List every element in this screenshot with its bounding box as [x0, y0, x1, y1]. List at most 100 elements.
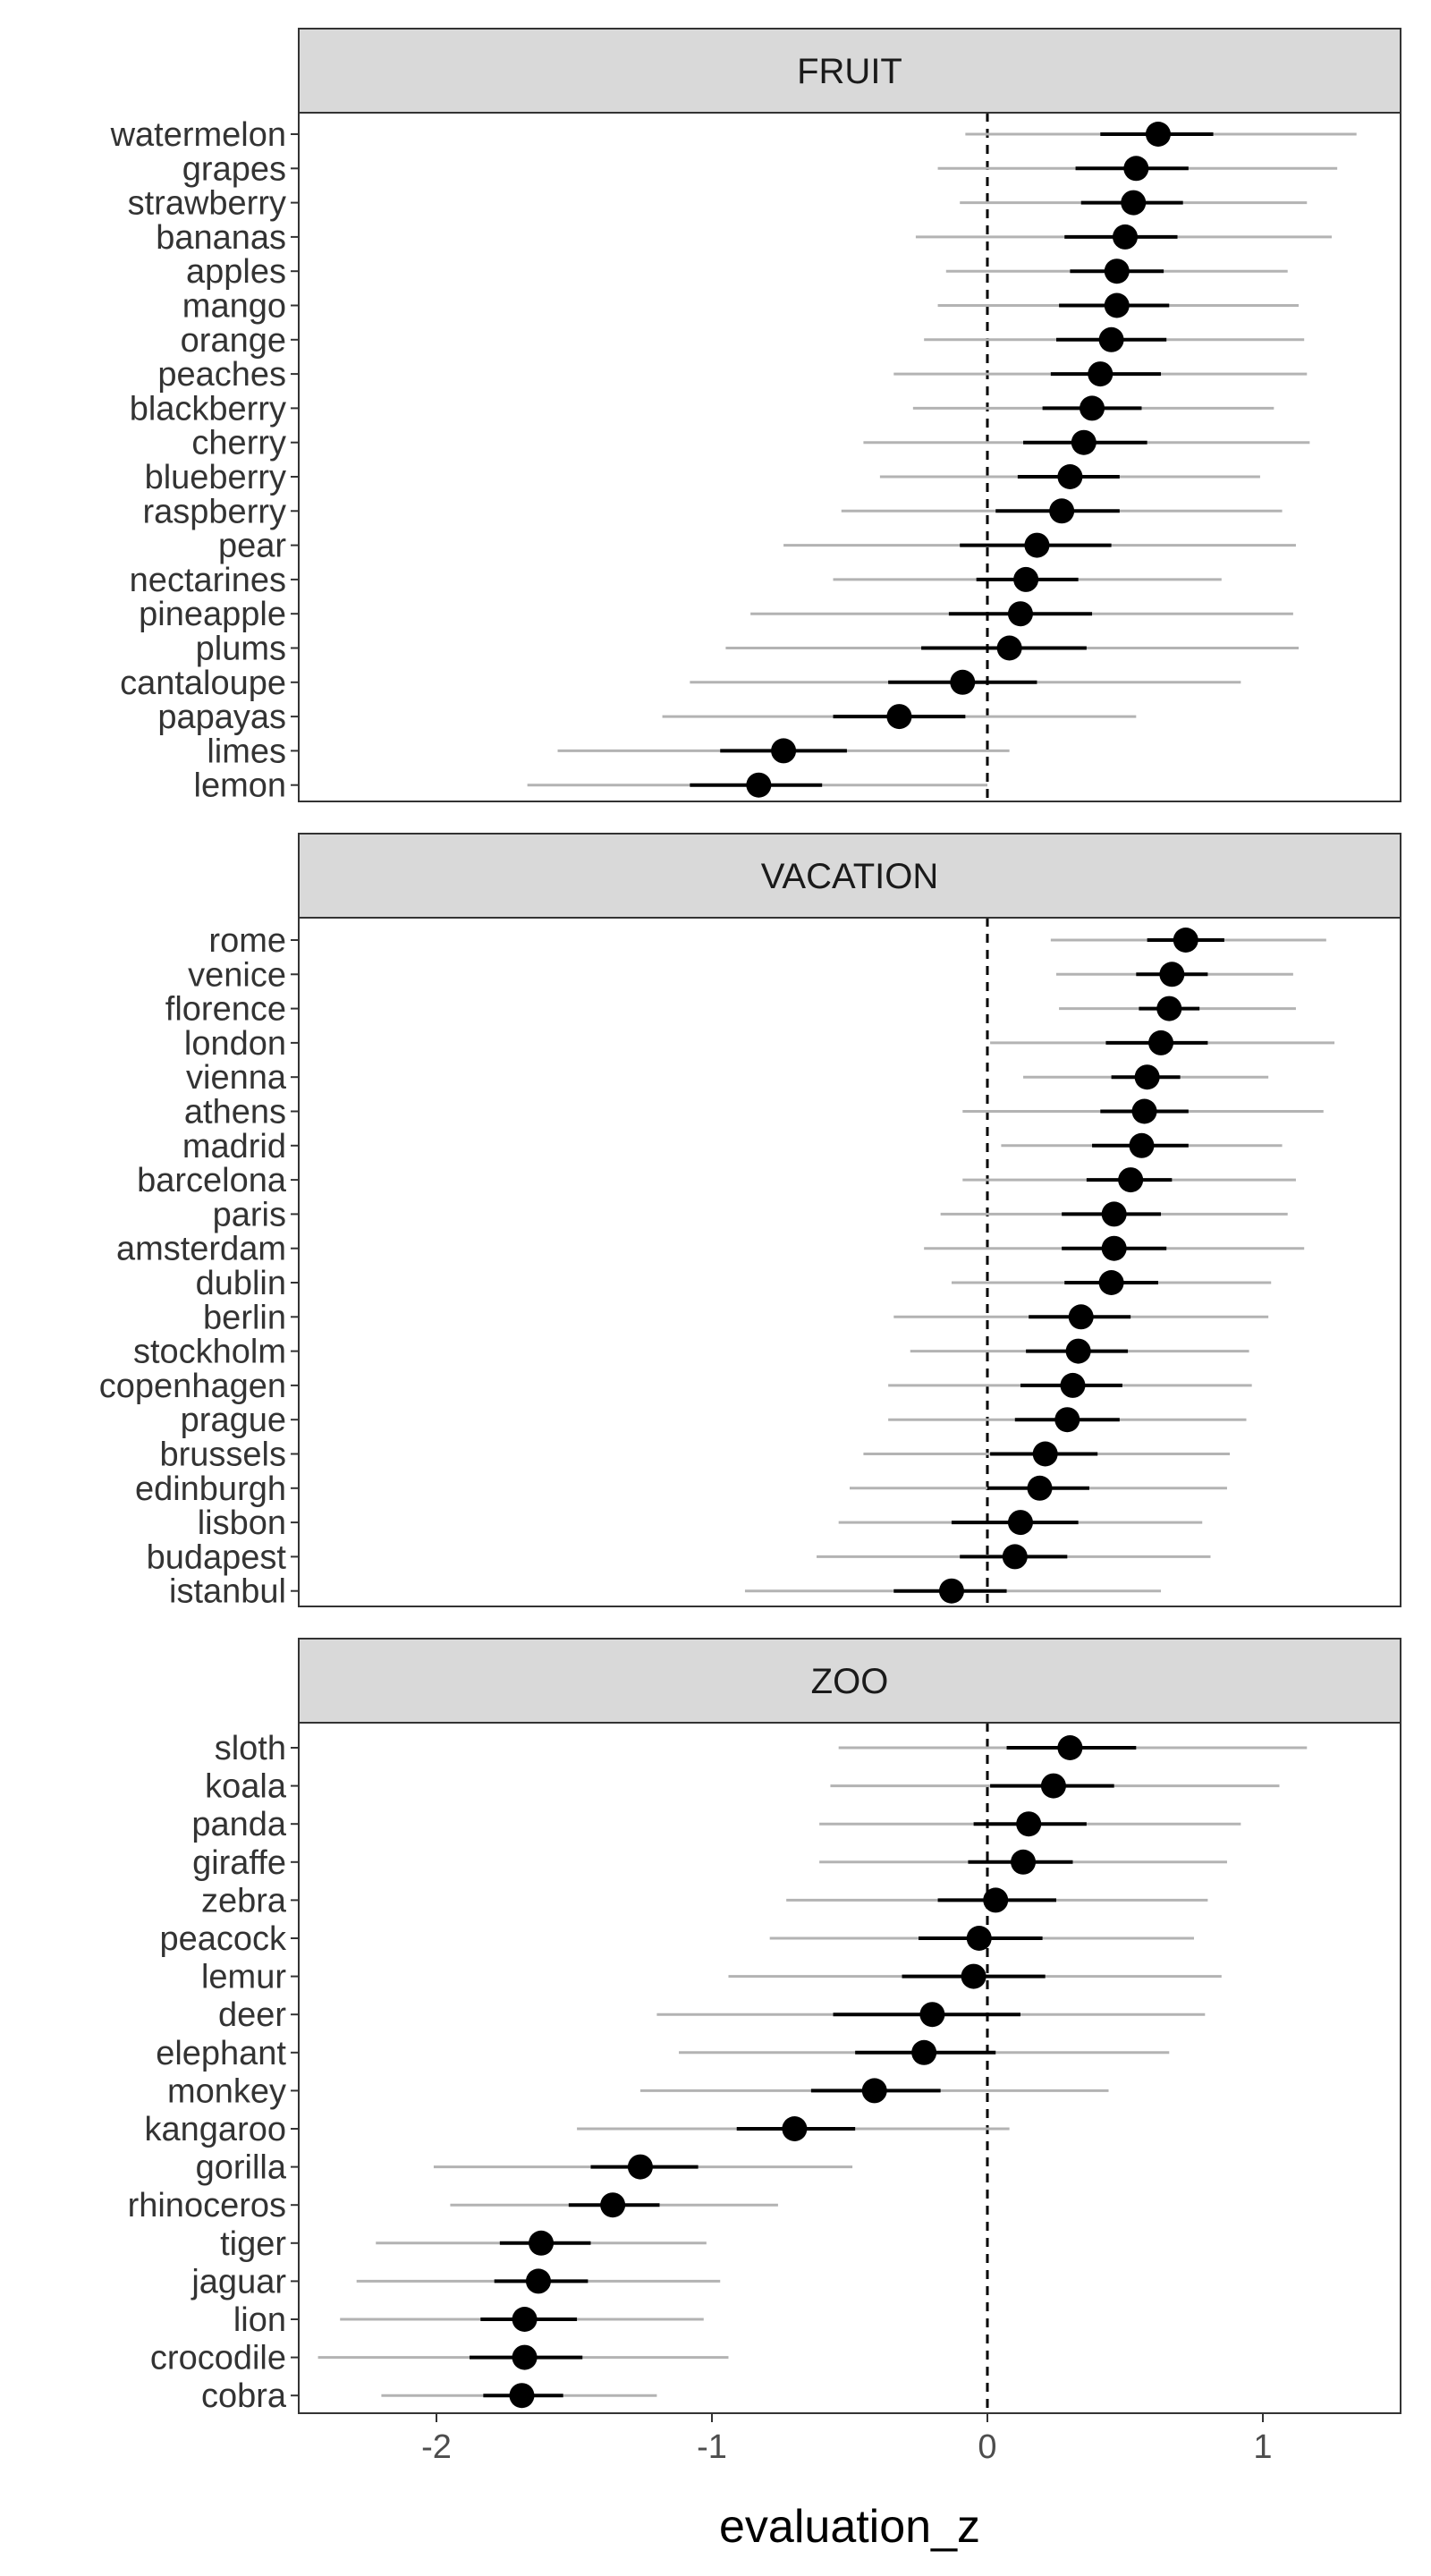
point-estimate: [1104, 258, 1130, 284]
category-label: plums: [196, 631, 286, 668]
category-row: strawberry: [128, 185, 1308, 223]
point-estimate: [1159, 962, 1185, 987]
category-row: elephant: [156, 2035, 1170, 2072]
category-label: cantaloupe: [120, 665, 286, 702]
category-row: lemon: [194, 767, 987, 805]
point-estimate: [1007, 1510, 1033, 1536]
point-estimate: [1080, 395, 1105, 421]
point-estimate: [1060, 1372, 1086, 1398]
category-label: london: [184, 1025, 286, 1063]
facet-title: FRUIT: [797, 52, 902, 91]
category-label: bananas: [156, 219, 286, 257]
facet-panel-vacation: VACATION romeveniceflorencelondonviennaat…: [99, 833, 1401, 1611]
category-label: gorilla: [196, 2149, 287, 2187]
category-row: giraffe: [192, 1844, 1227, 1882]
point-estimate: [950, 669, 976, 695]
point-estimate: [938, 1578, 964, 1604]
x-tick-label: -1: [697, 2428, 727, 2466]
category-label: orange: [181, 322, 286, 360]
category-label: athens: [184, 1094, 286, 1131]
point-estimate: [1156, 996, 1182, 1021]
panel-border: [298, 112, 1401, 802]
point-estimate: [1121, 190, 1147, 216]
x-axis: -2 -1 0 1: [421, 2413, 1273, 2466]
category-label: lemur: [201, 1959, 286, 1996]
category-label: pear: [218, 528, 286, 565]
point-estimate: [996, 635, 1022, 661]
category-label: deer: [218, 1996, 286, 2034]
point-estimate: [771, 738, 797, 764]
category-row: raspberry: [143, 493, 1283, 530]
category-label: strawberry: [128, 185, 286, 223]
category-row: lion: [233, 2301, 704, 2339]
category-row: watermelon: [110, 116, 1357, 154]
category-label: paris: [213, 1196, 286, 1233]
point-estimate: [1134, 1064, 1160, 1090]
facet-strip: [298, 833, 1401, 919]
category-label: zebra: [201, 1882, 287, 1919]
category-label: koala: [205, 1768, 287, 1806]
point-estimate: [1148, 1030, 1174, 1055]
category-label: dublin: [196, 1265, 286, 1302]
point-estimate: [1049, 498, 1075, 524]
category-label: papayas: [157, 699, 286, 736]
category-row: jaguar: [191, 2263, 721, 2301]
point-estimate: [600, 2192, 626, 2218]
category-label: lion: [233, 2301, 286, 2339]
category-row: nectarines: [130, 562, 1222, 599]
category-label: giraffe: [192, 1844, 286, 1882]
category-label: peaches: [157, 356, 286, 394]
category-row: amsterdam: [116, 1231, 1305, 1268]
panel-background: [299, 1723, 1401, 2413]
category-label: mango: [182, 288, 286, 326]
category-row: lemur: [201, 1959, 1222, 1996]
category-label: lisbon: [198, 1504, 286, 1542]
category-row: pear: [218, 528, 1296, 565]
category-label: rome: [208, 922, 286, 960]
point-estimate: [782, 2116, 808, 2141]
point-estimate: [1131, 1098, 1157, 1124]
point-estimate: [512, 2344, 538, 2370]
facet-strip: [298, 1638, 1401, 1724]
category-label: prague: [181, 1402, 286, 1439]
category-row: koala: [205, 1768, 1280, 1806]
category-label: cobra: [201, 2377, 287, 2415]
category-label: amsterdam: [116, 1231, 286, 1268]
point-estimate: [1007, 601, 1033, 627]
category-row: madrid: [182, 1128, 1283, 1165]
category-label: crocodile: [150, 2340, 286, 2377]
facet-title: ZOO: [811, 1662, 889, 1701]
category-row: stockholm: [133, 1334, 1249, 1371]
point-estimate: [1002, 1544, 1028, 1570]
category-row: monkey: [167, 2072, 1109, 2110]
category-row: plums: [196, 631, 1300, 668]
category-row: paris: [213, 1196, 1288, 1233]
point-estimate: [983, 1887, 1009, 1913]
category-row: zebra: [201, 1882, 1208, 1919]
point-estimate: [529, 2230, 555, 2256]
category-label: elephant: [156, 2035, 286, 2072]
category-row: cherry: [191, 425, 1310, 462]
point-estimate: [509, 2383, 535, 2409]
point-estimate: [1068, 1304, 1094, 1330]
point-estimate: [1145, 122, 1171, 147]
category-row: apples: [186, 253, 1288, 291]
category-label: monkey: [167, 2072, 286, 2110]
point-estimate: [1011, 1849, 1037, 1875]
category-label: blackberry: [130, 390, 286, 428]
point-estimate: [1013, 566, 1039, 592]
category-label: nectarines: [130, 562, 286, 599]
category-row: berlin: [203, 1299, 1269, 1336]
category-label: brussels: [160, 1436, 287, 1474]
category-row: dublin: [196, 1265, 1272, 1302]
category-label: vienna: [186, 1059, 287, 1097]
category-row: athens: [184, 1094, 1324, 1131]
category-label: venice: [188, 956, 286, 994]
point-estimate: [525, 2268, 551, 2294]
point-estimate: [512, 2307, 538, 2332]
category-label: edinburgh: [135, 1470, 286, 1508]
point-estimate: [919, 2002, 945, 2028]
category-label: jaguar: [191, 2263, 286, 2301]
category-row: cantaloupe: [120, 665, 1241, 702]
